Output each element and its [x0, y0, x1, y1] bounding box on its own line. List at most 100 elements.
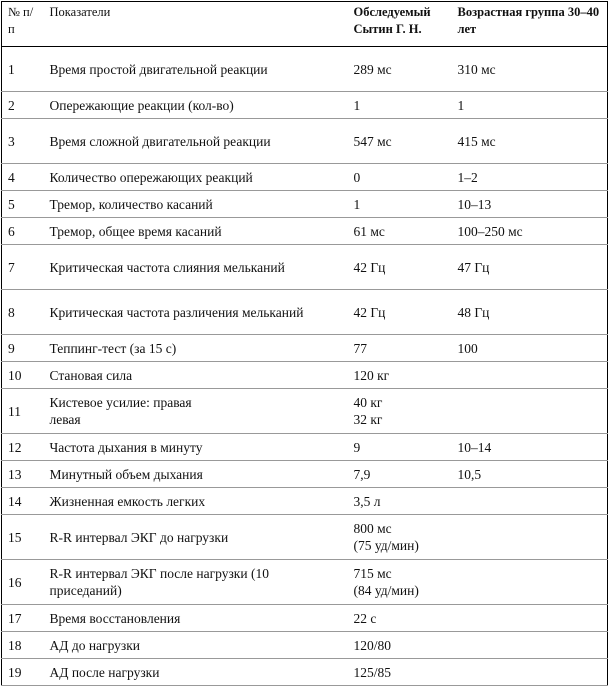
- cell-line: 800 мс: [353, 521, 392, 536]
- table-cell: 22 с: [346, 604, 451, 632]
- table-cell: [450, 559, 608, 605]
- table-cell: 17: [1, 604, 43, 632]
- table-row: 12 Частота дыхания в минуту 9 10–14: [1, 433, 608, 461]
- table-cell: 7: [1, 244, 43, 290]
- table-row: 3 Время сложной двигательной реакции 547 м…: [1, 118, 608, 164]
- table-cell: Время восстановления: [42, 604, 347, 632]
- cell-line: Кистевое усилие: правая: [49, 395, 192, 410]
- cell-line: 715 мс: [353, 566, 392, 581]
- table-row: 17 Время восстановления 22 с: [1, 604, 608, 632]
- table-cell: 547 мс: [346, 118, 451, 164]
- table-header: № п/п Показатели Обследуемый Сытин Г. Н.…: [1, 1, 608, 47]
- table-cell: 1: [346, 190, 451, 218]
- table-row: 6 Тремор, общее время касаний 61 мс 100–250…: [1, 217, 608, 245]
- header-cell: Возрастная группа 30–40 лет: [450, 1, 608, 47]
- table-row: 9 Теппинг-тест (за 15 с) 77 100: [1, 334, 608, 362]
- table-cell: 19: [1, 658, 43, 686]
- table-cell: 7,9: [346, 460, 451, 488]
- cell-line: (75 уд/мин): [353, 538, 419, 553]
- table-cell: 42 Гц: [346, 289, 451, 335]
- table-cell: Критическая частота различения мельканий: [42, 289, 347, 335]
- table-row: 8 Критическая частота различения мелькани…: [1, 289, 608, 335]
- table-cell: [450, 514, 608, 560]
- table-cell: 10–14: [450, 433, 608, 461]
- table-cell: 15: [1, 514, 43, 560]
- table-cell: [450, 487, 608, 515]
- table-cell: 77: [346, 334, 451, 362]
- cell-line: левая: [49, 412, 81, 427]
- table-cell: 10,5: [450, 460, 608, 488]
- table-cell: Становая сила: [42, 361, 347, 389]
- table-cell: 1: [450, 91, 608, 119]
- cell-line: 40 кг: [353, 395, 383, 410]
- table-cell: 289 мс: [346, 46, 451, 92]
- table-cell: 120 кг: [346, 361, 451, 389]
- table-cell: [450, 388, 608, 434]
- table-row: 2 Опережающие реакции (кол-во) 1 1: [1, 91, 608, 119]
- table-cell: 2: [1, 91, 43, 119]
- table-cell: 4: [1, 163, 43, 191]
- table-cell: Тремор, количество касаний: [42, 190, 347, 218]
- table-cell: Тремор, общее время касаний: [42, 217, 347, 245]
- table-cell: 14: [1, 487, 43, 515]
- table-row: 15 R-R интервал ЭКГ до нагрузки 800 мс (75 …: [1, 514, 608, 560]
- header-cell: Обследуемый Сытин Г. Н.: [346, 1, 451, 47]
- table-cell: 6: [1, 217, 43, 245]
- table-cell: Теппинг-тест (за 15 с): [42, 334, 347, 362]
- table-cell: R-R интервал ЭКГ до нагрузки: [42, 514, 347, 560]
- table-cell: 10: [1, 361, 43, 389]
- table-cell: 42 Гц: [346, 244, 451, 290]
- table-row: 1 Время простой двигательной реакции 289 м…: [1, 46, 608, 92]
- header-cell: № п/п: [1, 1, 43, 47]
- table-row: 4 Количество опережающих реакций 0 1–2: [1, 163, 608, 191]
- table-cell: [450, 604, 608, 632]
- table-cell: Жизненная емкость легких: [42, 487, 347, 515]
- table-row: 14 Жизненная емкость легких 3,5 л: [1, 487, 608, 515]
- table-cell: Частота дыхания в минуту: [42, 433, 347, 461]
- table-cell: Опережающие реакции (кол-во): [42, 91, 347, 119]
- table-cell: Время сложной двигательной реакции: [42, 118, 347, 164]
- table-cell: 800 мс (75 уд/мин): [346, 514, 451, 560]
- table-cell: [450, 658, 608, 686]
- table-cell: 48 Гц: [450, 289, 608, 335]
- table-cell: 9: [1, 334, 43, 362]
- table-cell: Количество опережающих реакций: [42, 163, 347, 191]
- table-cell: 13: [1, 460, 43, 488]
- table-cell: 47 Гц: [450, 244, 608, 290]
- table-cell: 16: [1, 559, 43, 605]
- table-cell: 1: [1, 46, 43, 92]
- table-cell: 5: [1, 190, 43, 218]
- header-row: № п/п Показатели Обследуемый Сытин Г. Н.…: [1, 1, 608, 47]
- table-row: 5 Тремор, количество касаний 1 10–13: [1, 190, 608, 218]
- table-cell: 100–250 мс: [450, 217, 608, 245]
- table-row: 16 R-R интервал ЭКГ после нагрузки (10 пр…: [1, 559, 608, 605]
- table-row: 13 Минутный объем дыхания 7,9 10,5: [1, 460, 608, 488]
- table-cell: АД после нагрузки: [42, 658, 347, 686]
- table-cell: 3,5 л: [346, 487, 451, 515]
- table-body: 1 Время простой двигательной реакции 289 м…: [1, 46, 608, 686]
- table-cell: 310 мс: [450, 46, 608, 92]
- table-cell: R-R интервал ЭКГ после нагрузки (10 прис…: [42, 559, 347, 605]
- table-row: 10 Становая сила 120 кг: [1, 361, 608, 389]
- table-cell: Кистевое усилие: правая левая: [42, 388, 347, 434]
- table-cell: 715 мс (84 уд/мин): [346, 559, 451, 605]
- table-row: 19 АД после нагрузки 125/85: [1, 658, 608, 686]
- header-cell: Показатели: [42, 1, 347, 47]
- table-cell: 0: [346, 163, 451, 191]
- table-cell: 125/85: [346, 658, 451, 686]
- table-cell: 1: [346, 91, 451, 119]
- table-cell: 100: [450, 334, 608, 362]
- table-cell: 12: [1, 433, 43, 461]
- table-cell: Минутный объем дыхания: [42, 460, 347, 488]
- table-row: 7 Критическая частота слияния мельканий 42…: [1, 244, 608, 290]
- table-cell: 9: [346, 433, 451, 461]
- cell-line: (84 уд/мин): [353, 583, 419, 598]
- table-cell: 10–13: [450, 190, 608, 218]
- table-cell: [450, 361, 608, 389]
- table-cell: 3: [1, 118, 43, 164]
- table-cell: 415 мс: [450, 118, 608, 164]
- cell-line: 32 кг: [353, 412, 383, 427]
- table-cell: 1–2: [450, 163, 608, 191]
